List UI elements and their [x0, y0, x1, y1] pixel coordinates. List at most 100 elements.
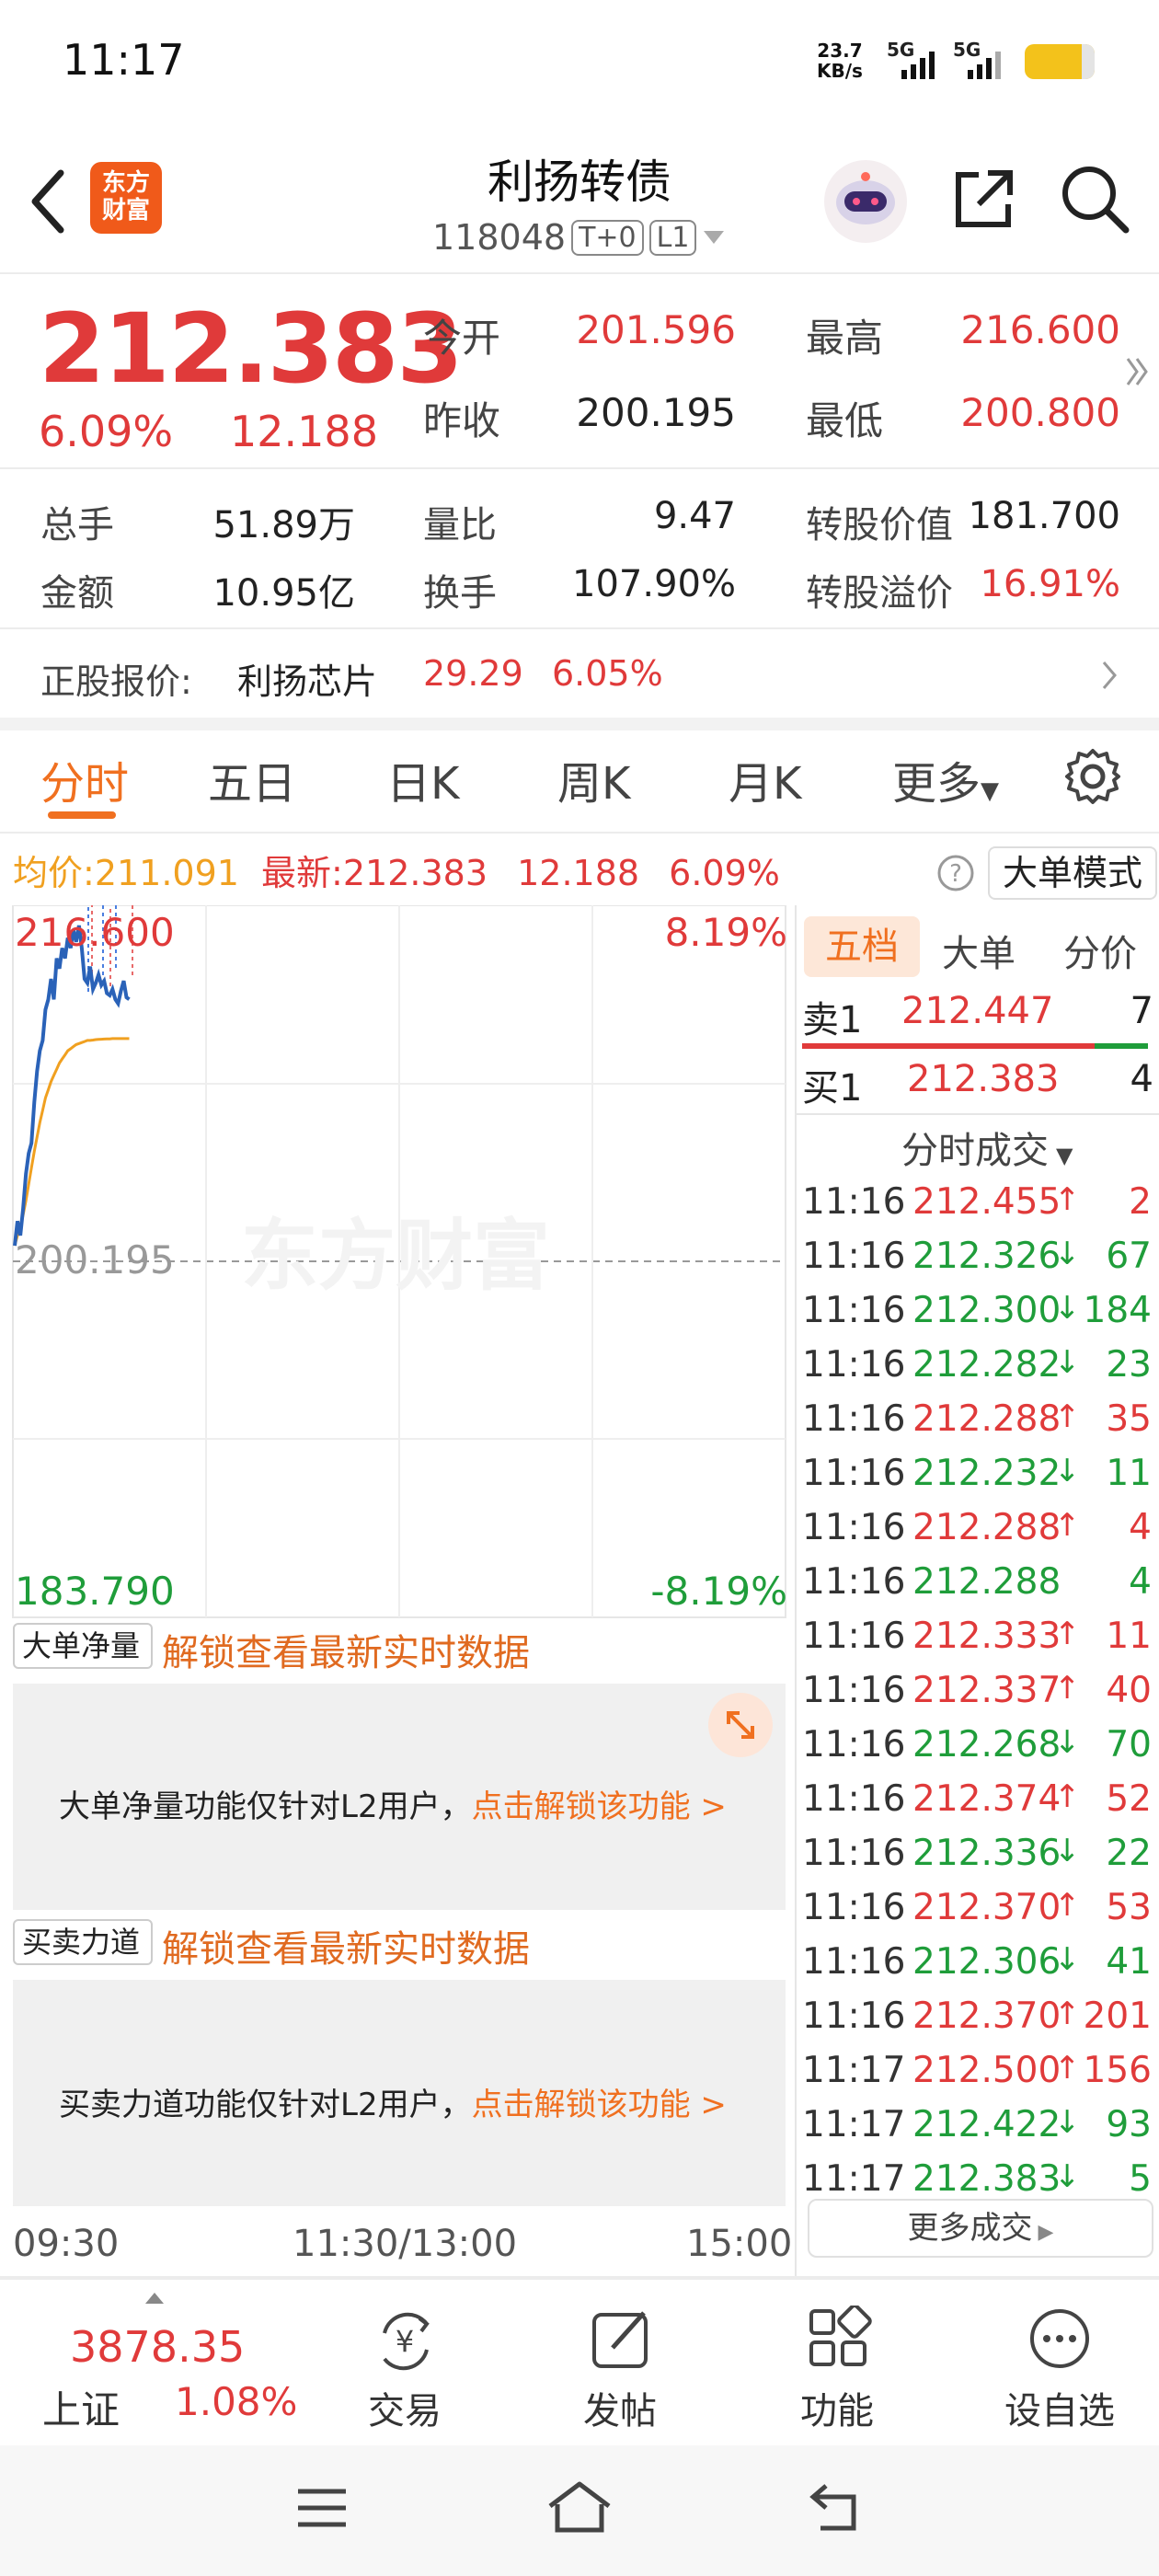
- logo-text-1: 东方: [101, 169, 150, 197]
- security-code-row[interactable]: 118048 T+0 L1: [432, 217, 726, 258]
- system-nav-bar: [0, 2445, 1159, 2576]
- trades-header[interactable]: 分时成交 ▼: [901, 1121, 1073, 1174]
- help-icon[interactable]: ?: [936, 854, 975, 892]
- trade-time: 11:16: [802, 1507, 906, 1548]
- buy-sell-power-dropdown[interactable]: 买卖力道▼: [13, 1919, 153, 1999]
- trade-qty: 156: [1083, 2050, 1152, 2091]
- nav-functions[interactable]: 功能: [763, 2298, 911, 2436]
- tab-weekly-k[interactable]: 周K: [557, 758, 631, 810]
- tab-intraday[interactable]: 分时: [40, 758, 130, 810]
- amount-value: 10.95亿: [212, 572, 355, 615]
- underlying-stock-row[interactable]: 正股报价: 利扬芯片 29.29 6.05%: [0, 629, 1159, 719]
- trade-price: 212.422: [912, 2104, 1061, 2145]
- tab-price-distribution[interactable]: 分价: [1063, 933, 1137, 975]
- buy1-label: 买1: [802, 1067, 863, 1110]
- trade-qty: 93: [1106, 2104, 1152, 2145]
- unlock-realtime-link-2[interactable]: 解锁查看最新实时数据: [162, 1928, 530, 1971]
- index-value: 3878.35: [70, 2322, 246, 2372]
- chevron-up-icon: [145, 2293, 164, 2304]
- chart-mid-price: 200.195: [15, 1237, 175, 1282]
- open-value: 201.596: [576, 307, 736, 352]
- trade-direction-icon: ↓: [1054, 1833, 1081, 1869]
- trade-price: 212.282: [912, 1344, 1061, 1386]
- trade-time: 11:16: [802, 1344, 906, 1386]
- trade-direction-icon: ↑: [1054, 1398, 1081, 1435]
- average-price-line: [13, 1037, 130, 1247]
- latest-label: 最新:: [261, 853, 343, 893]
- trade-price: 212.370: [912, 1887, 1061, 1928]
- vol-ratio-label: 量比: [423, 504, 497, 546]
- sell1-price: 212.447: [901, 990, 1054, 1032]
- chevron-down-icon: [704, 231, 725, 244]
- menu-icon[interactable]: [296, 2486, 348, 2530]
- settings-gear-icon[interactable]: [1063, 747, 1122, 806]
- ai-assistant-avatar[interactable]: [824, 160, 907, 243]
- triangle-right-icon: ▶: [1038, 2221, 1054, 2244]
- nav-post[interactable]: 发帖: [546, 2298, 694, 2436]
- open-label: 今开: [423, 316, 501, 361]
- trade-row: 11:16 212.337 ↑ 40: [797, 1670, 1155, 1723]
- trade-row: 11:17 212.500 ↑ 156: [797, 2050, 1155, 2103]
- chart-watermark: 东方财富: [241, 1211, 550, 1301]
- trade-price: 212.455: [912, 1181, 1061, 1223]
- trade-direction-icon: ↑: [1054, 1181, 1081, 1218]
- tab-daily-k[interactable]: 日K: [386, 758, 460, 810]
- trade-qty: 52: [1106, 1778, 1152, 1820]
- trade-time: 11:16: [802, 1724, 906, 1765]
- trade-row: 11:16 212.326 ↓ 67: [797, 1236, 1155, 1289]
- nav-add-watchlist[interactable]: 设自选: [986, 2298, 1133, 2436]
- trade-time: 11:16: [802, 1290, 906, 1331]
- trade-qty: 201: [1083, 1995, 1152, 2037]
- home-icon[interactable]: [546, 2478, 613, 2536]
- tab-order-book[interactable]: 五档: [804, 916, 920, 977]
- latest-amt: 12.188: [517, 853, 640, 893]
- nav-trade[interactable]: ¥ 交易: [331, 2298, 478, 2436]
- underlying-price: 29.29: [423, 653, 523, 694]
- trade-direction-icon: ↓: [1054, 1724, 1081, 1761]
- nav-post-label: 发帖: [583, 2390, 657, 2432]
- unlock-realtime-link-1[interactable]: 解锁查看最新实时数据: [162, 1632, 530, 1674]
- signal-icon-1: 5G: [887, 39, 935, 79]
- prev-close-value: 200.195: [576, 390, 736, 435]
- big-order-dropdown[interactable]: 大单净量▼: [13, 1623, 153, 1703]
- nav-add-watchlist-label: 设自选: [1004, 2390, 1115, 2432]
- trade-price: 212.374: [912, 1778, 1061, 1820]
- buy-sell-power-unlock-button[interactable]: 点击解锁该功能 >: [471, 2087, 727, 2123]
- share-icon[interactable]: [951, 166, 1017, 232]
- tab-monthly-k[interactable]: 月K: [729, 758, 802, 810]
- index-ticker[interactable]: 3878.35 上证 1.08%: [42, 2293, 313, 2436]
- turnover-value: 107.90%: [572, 563, 736, 605]
- more-trades-button[interactable]: 更多成交 ▶: [808, 2199, 1153, 2258]
- trade-qty: 40: [1106, 1670, 1152, 1711]
- trade-direction-icon: ↓: [1054, 1344, 1081, 1381]
- trade-row: 11:16 212.282 ↓ 23: [797, 1344, 1155, 1397]
- underlying-label: 正股报价:: [40, 661, 192, 702]
- signal-icon-2: 5G: [953, 39, 1001, 79]
- tab-big-orders[interactable]: 大单: [942, 933, 1016, 975]
- intraday-chart[interactable]: 东方财富 SBSBSB 216.600 8.19% 200.195 183.79…: [0, 905, 793, 2252]
- tab-five-day[interactable]: 五日: [208, 758, 297, 810]
- status-time: 11:17: [63, 35, 185, 85]
- back-arrow-icon[interactable]: [28, 167, 68, 236]
- index-pct: 1.08%: [175, 2379, 298, 2424]
- back-icon[interactable]: [809, 2482, 865, 2534]
- trade-qty: 11: [1106, 1453, 1152, 1494]
- trade-row: 11:16 212.288 ↑ 35: [797, 1398, 1155, 1452]
- search-icon[interactable]: [1058, 162, 1131, 236]
- trade-time: 11:16: [802, 1941, 906, 1983]
- volume-value: 51.89万: [212, 504, 355, 546]
- trade-row: 11:16 212.333 ↑ 11: [797, 1616, 1155, 1669]
- expand-right-icon[interactable]: [1124, 353, 1150, 390]
- big-order-unlock-button[interactable]: 点击解锁该功能 >: [471, 1788, 727, 1825]
- trade-qty: 67: [1106, 1236, 1152, 1277]
- big-order-mode-button[interactable]: 大单模式: [988, 846, 1157, 900]
- trade-time: 11:16: [802, 1670, 906, 1711]
- underlying-pct: 6.05%: [552, 653, 663, 694]
- trade-time: 11:16: [802, 1561, 906, 1603]
- tab-more[interactable]: 更多▼: [892, 747, 999, 811]
- app-logo[interactable]: 东方 财富: [90, 162, 162, 234]
- security-code: 118048: [432, 217, 567, 258]
- battery-icon: [1025, 44, 1095, 79]
- high-label: 最高: [806, 316, 884, 361]
- expand-icon[interactable]: [708, 1693, 773, 1757]
